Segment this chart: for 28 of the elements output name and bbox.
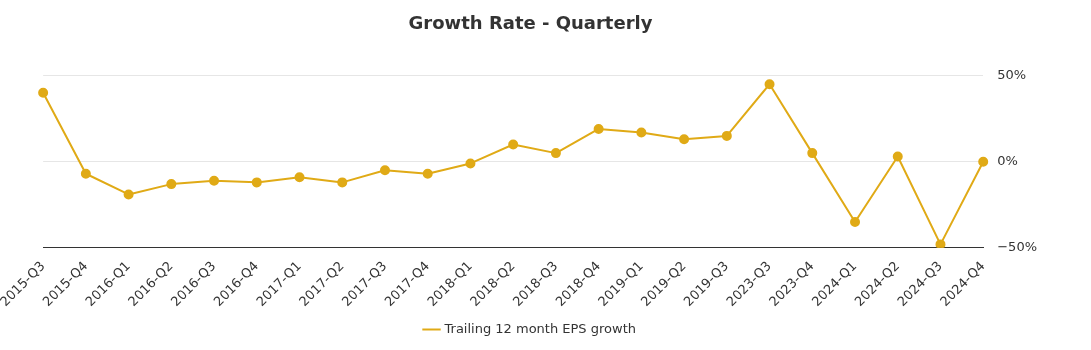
point	[807, 148, 818, 159]
point	[379, 165, 390, 176]
point	[38, 87, 49, 98]
point	[209, 175, 220, 186]
point	[721, 130, 732, 141]
point	[80, 168, 91, 179]
point	[465, 158, 476, 169]
point	[337, 177, 348, 188]
point	[123, 189, 134, 200]
chart-title: Growth Rate - Quarterly	[408, 12, 653, 34]
point	[636, 127, 647, 138]
point	[508, 139, 519, 150]
legend-label: Trailing 12 month EPS growth	[443, 320, 636, 336]
y-tick-label: 50%	[997, 66, 1027, 82]
point	[294, 172, 305, 183]
point	[935, 239, 946, 248]
point	[166, 179, 177, 190]
point	[251, 177, 262, 188]
point	[422, 168, 433, 179]
point	[679, 134, 690, 145]
y-tick-label: 0%	[997, 153, 1018, 169]
y-tick-label: −50%	[997, 239, 1038, 255]
point	[892, 151, 903, 162]
point	[764, 79, 775, 90]
point	[978, 156, 989, 167]
point	[550, 148, 561, 159]
point	[850, 217, 861, 227]
point	[593, 123, 604, 134]
